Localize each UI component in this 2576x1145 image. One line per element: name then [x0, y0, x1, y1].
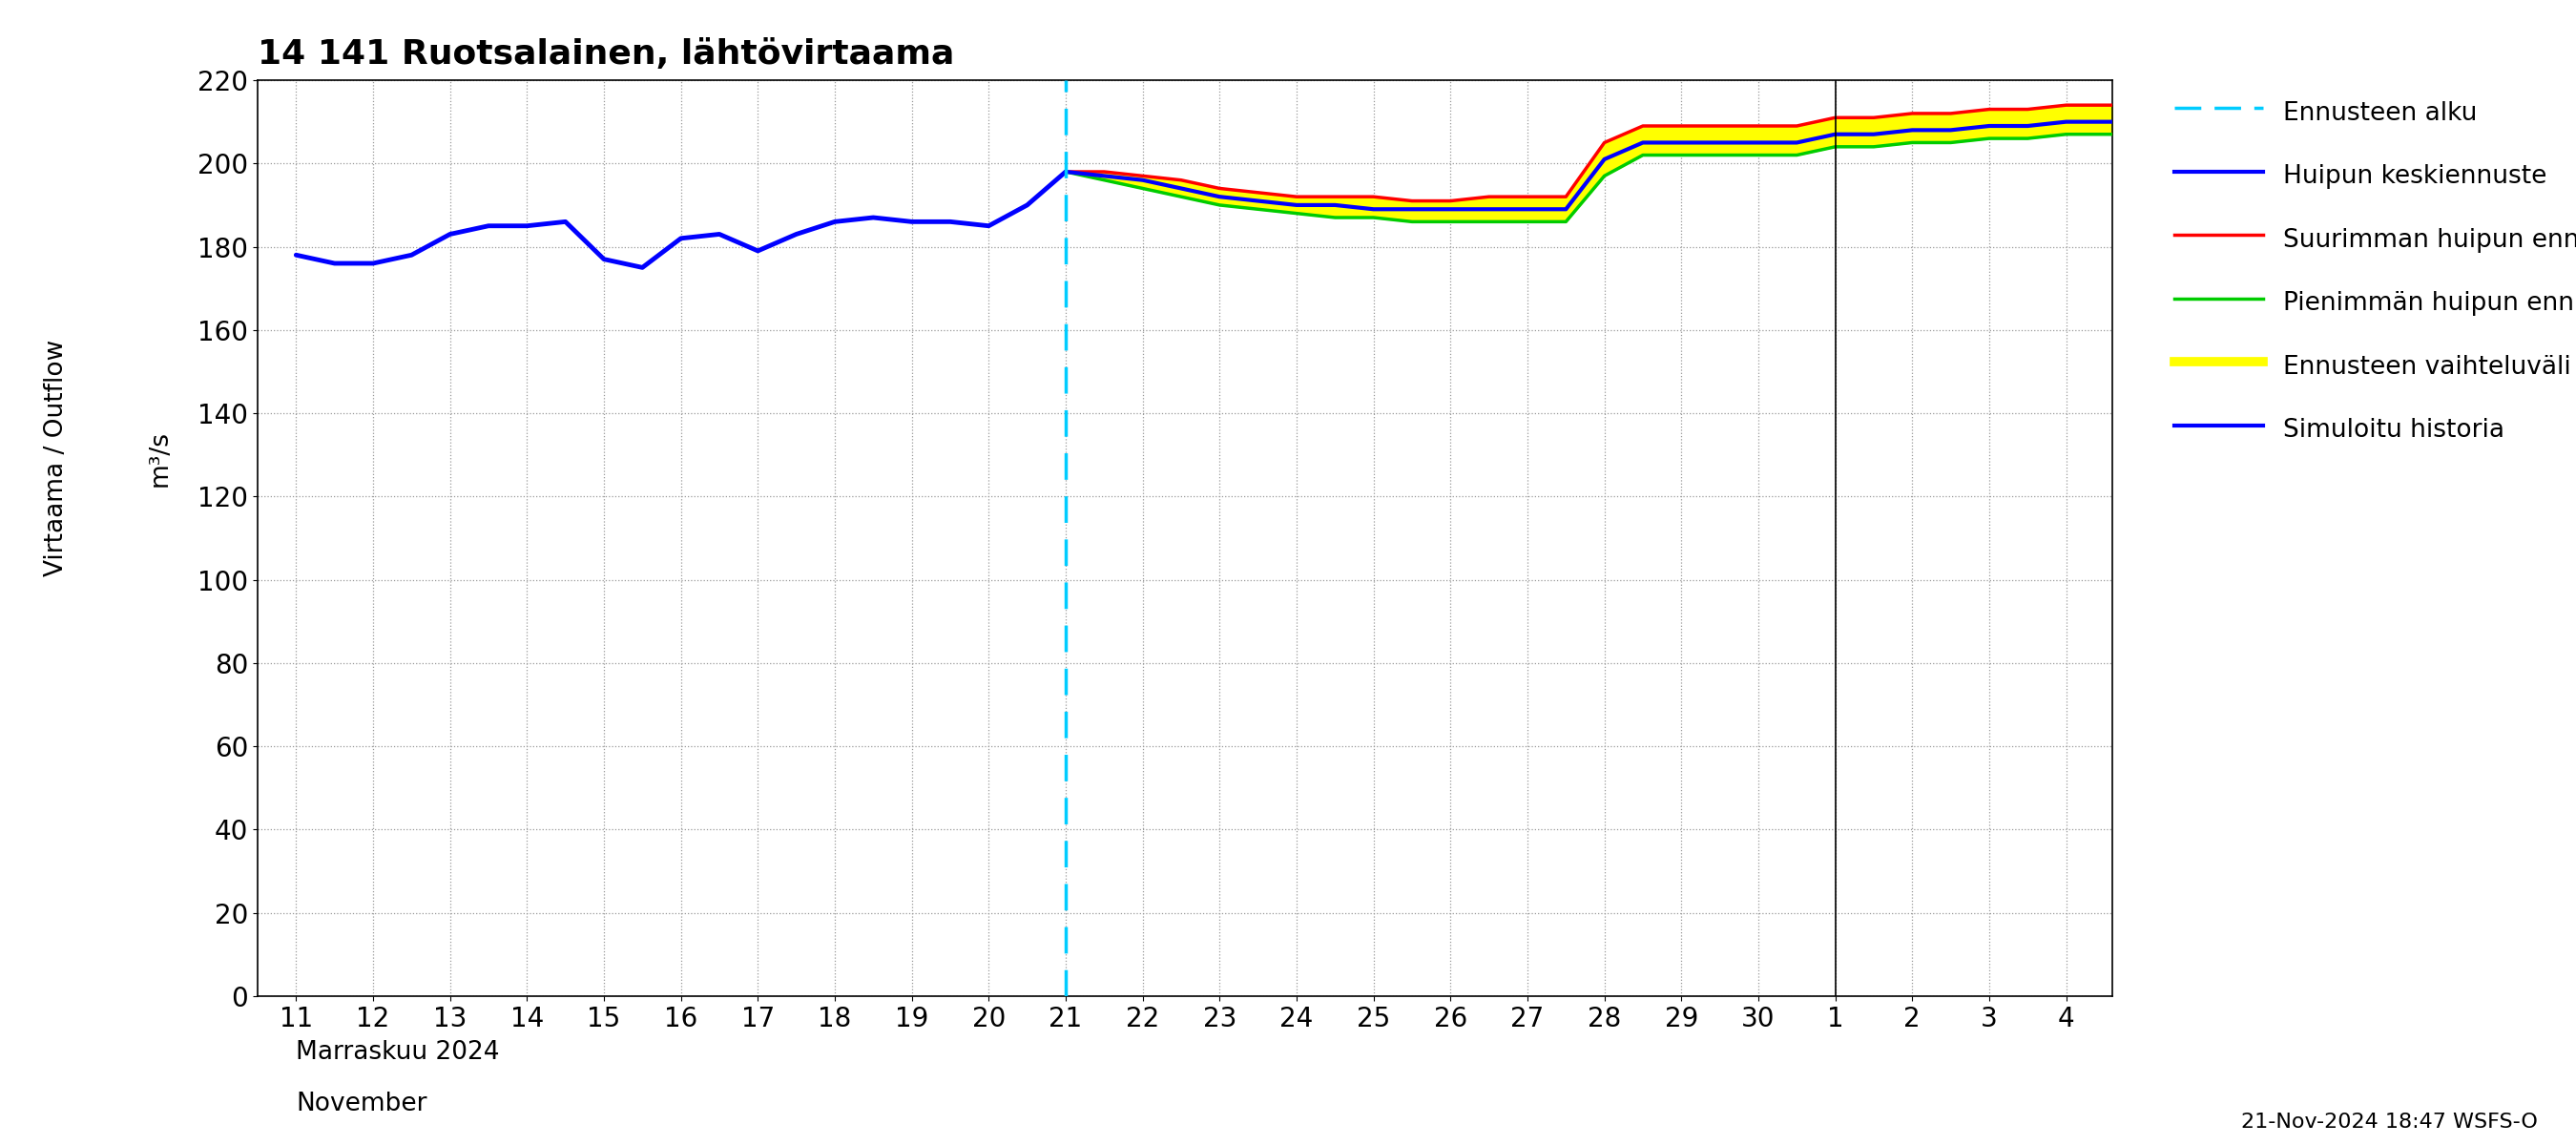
Text: 21-Nov-2024 18:47 WSFS-O: 21-Nov-2024 18:47 WSFS-O	[2241, 1113, 2537, 1131]
Text: Marraskuu 2024: Marraskuu 2024	[296, 1040, 500, 1065]
Legend: Ennusteen alku, Huipun keskiennuste, Suurimman huipun ennuste, Pienimmän huipun : Ennusteen alku, Huipun keskiennuste, Suu…	[2161, 84, 2576, 457]
Text: 14 141 Ruotsalainen, lähtövirtaama: 14 141 Ruotsalainen, lähtövirtaama	[258, 39, 956, 71]
Text: November: November	[296, 1091, 428, 1116]
Text: Virtaama / Outflow: Virtaama / Outflow	[44, 340, 70, 576]
Text: m³/s: m³/s	[147, 429, 173, 487]
